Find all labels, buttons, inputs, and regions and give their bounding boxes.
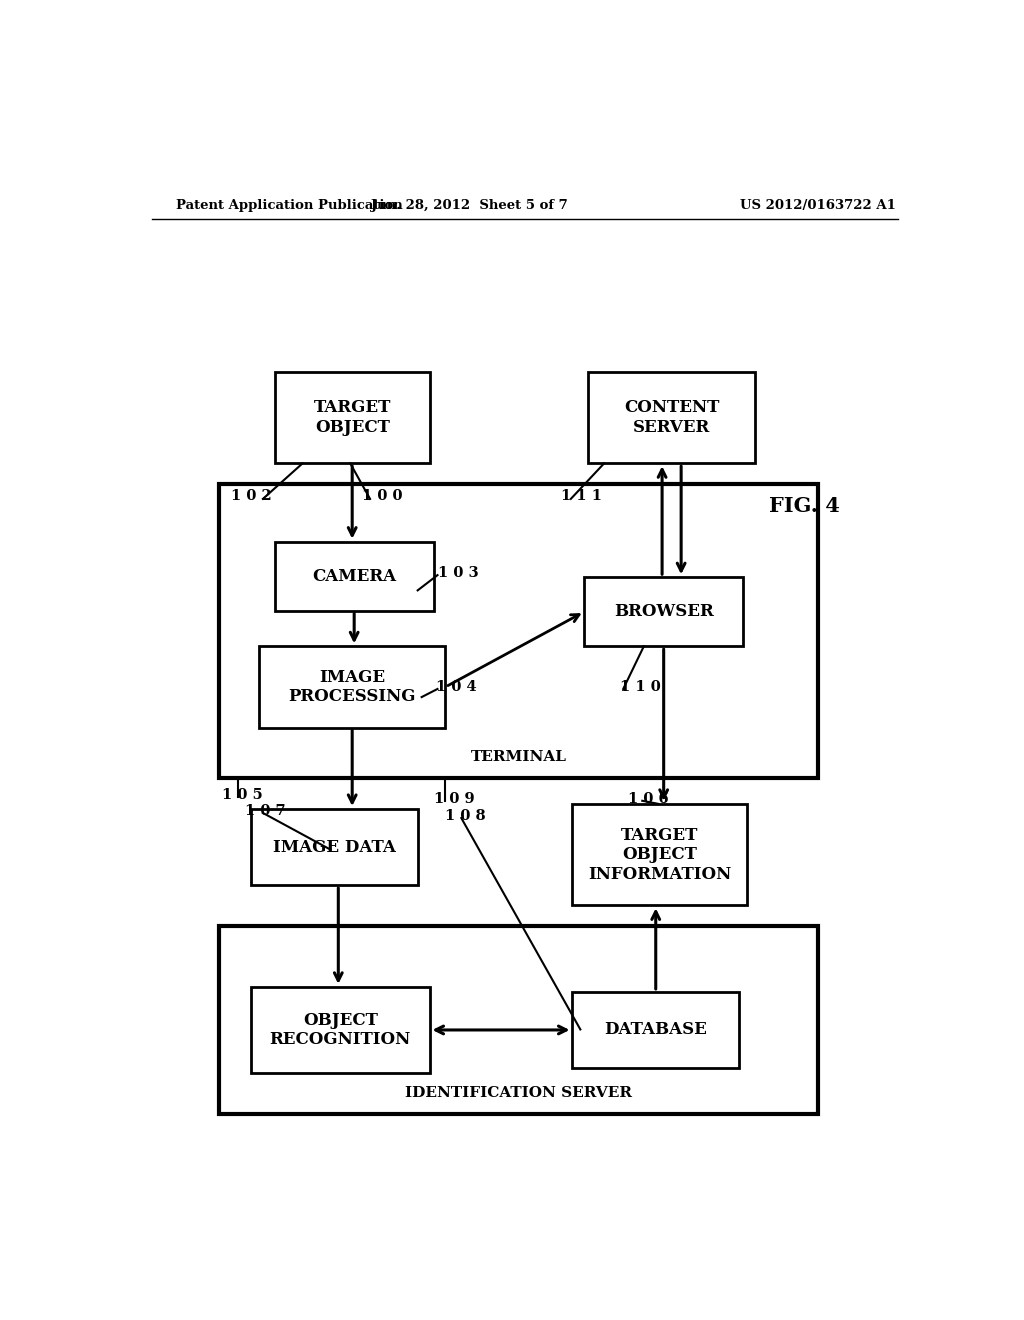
Text: 1 0 5: 1 0 5 [221,788,262,801]
Text: 1 0 4: 1 0 4 [436,680,476,694]
Text: OBJECT
RECOGNITION: OBJECT RECOGNITION [269,1011,411,1048]
Text: FIG. 4: FIG. 4 [769,496,840,516]
Text: 1 1 0: 1 1 0 [620,680,660,694]
Text: BROWSER: BROWSER [613,603,714,620]
Text: Patent Application Publication: Patent Application Publication [176,198,402,211]
Bar [585,577,743,647]
Text: 1 1 1: 1 1 1 [560,488,601,503]
Bar [219,925,818,1114]
Bar [219,483,818,779]
Text: 1 0 0: 1 0 0 [362,488,402,503]
Bar [259,647,445,727]
Text: 1 0 8: 1 0 8 [445,809,486,822]
Text: Jun. 28, 2012  Sheet 5 of 7: Jun. 28, 2012 Sheet 5 of 7 [371,198,567,211]
Text: IMAGE
PROCESSING: IMAGE PROCESSING [289,669,416,705]
Text: 1 0 3: 1 0 3 [437,566,478,579]
Text: DATABASE: DATABASE [604,1022,708,1039]
Bar [274,372,430,463]
Text: TARGET
OBJECT: TARGET OBJECT [313,399,391,436]
Bar [572,804,748,906]
Text: CAMERA: CAMERA [312,568,396,585]
Text: US 2012/0163722 A1: US 2012/0163722 A1 [740,198,896,211]
Text: IDENTIFICATION SERVER: IDENTIFICATION SERVER [406,1085,633,1100]
Text: CONTENT
SERVER: CONTENT SERVER [624,399,719,436]
Bar [274,541,433,611]
Text: 1 0 6: 1 0 6 [628,792,669,805]
Bar [572,991,739,1068]
Text: 1 0 9: 1 0 9 [433,792,474,805]
Text: IMAGE DATA: IMAGE DATA [273,838,395,855]
Text: 1 0 2: 1 0 2 [231,488,272,503]
Bar [251,809,418,886]
Bar [588,372,755,463]
Text: TARGET
OBJECT
INFORMATION: TARGET OBJECT INFORMATION [588,826,731,883]
Text: 1 0 7: 1 0 7 [246,804,286,818]
Bar [251,987,430,1073]
Text: TERMINAL: TERMINAL [471,750,567,764]
